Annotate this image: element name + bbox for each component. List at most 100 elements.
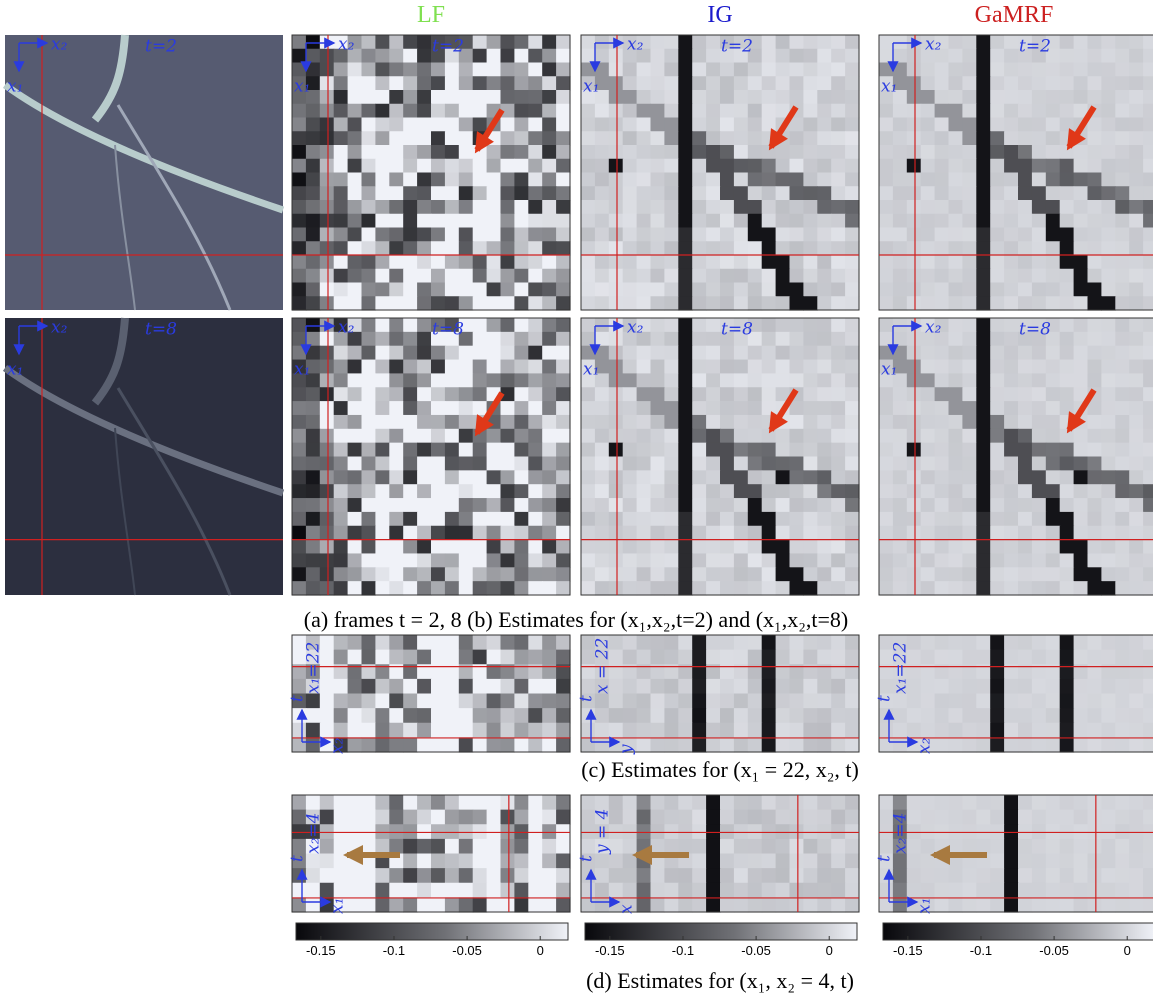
heatmap-cell: [403, 346, 418, 360]
heatmap-cell: [348, 470, 363, 484]
heatmap-cell: [623, 214, 638, 228]
heatmap-cell: [776, 332, 791, 346]
axis-label: x: [617, 904, 637, 914]
heatmap-cell: [528, 553, 543, 567]
heatmap-cell: [362, 131, 377, 145]
heatmap-cell: [817, 283, 832, 297]
heatmap-cell: [487, 723, 502, 738]
heatmap-cell: [623, 540, 638, 554]
heatmap-cell: [320, 567, 335, 581]
heatmap-cell: [1143, 283, 1153, 297]
axis-label: x₂: [51, 318, 68, 338]
heatmap-cell: [306, 296, 321, 310]
heatmap-cell: [692, 470, 707, 484]
heatmap-cell: [1143, 241, 1153, 255]
heatmap-cell: [734, 63, 749, 77]
heatmap-cell: [921, 104, 936, 118]
heatmap-cell: [678, 581, 693, 595]
heatmap-cell: [692, 186, 707, 200]
heatmap-cell: [306, 269, 321, 283]
heatmap-cell: [1115, 200, 1130, 214]
heatmap-cell: [907, 63, 922, 77]
heatmap-cell: [734, 429, 749, 443]
heatmap-cell: [389, 737, 404, 752]
heatmap-cell: [417, 737, 432, 752]
heatmap-cell: [776, 228, 791, 242]
heatmap-cell: [334, 159, 349, 173]
heatmap-cell: [949, 581, 964, 595]
heatmap-cell: [1129, 708, 1144, 723]
heatmap-cell: [1101, 118, 1116, 132]
heatmap-cell: [1101, 708, 1116, 723]
heatmap-cell: [976, 883, 991, 898]
heatmap-cell: [637, 581, 652, 595]
heatmap-cell: [389, 708, 404, 723]
heatmap-cell: [921, 708, 936, 723]
heatmap-cell: [1088, 159, 1103, 173]
heatmap-cell: [362, 346, 377, 360]
heatmap-cell: [334, 241, 349, 255]
heatmap-cell: [845, 723, 860, 738]
heatmap-cell: [1115, 318, 1130, 332]
heatmap-cell: [651, 214, 666, 228]
heatmap-cell: [678, 415, 693, 429]
heatmap-cell: [389, 332, 404, 346]
heatmap-cell: [473, 581, 488, 595]
heatmap-cell: [664, 200, 679, 214]
heatmap-cell: [790, 283, 805, 297]
heatmap-cell: [678, 241, 693, 255]
heatmap-cell: [320, 443, 335, 457]
heatmap-cell: [664, 694, 679, 709]
heatmap-cell: [692, 255, 707, 269]
heatmap-cell: [375, 90, 390, 104]
heatmap-cell: [320, 795, 335, 810]
heatmap-cell: [389, 635, 404, 650]
heatmap-cell: [817, 897, 832, 912]
heatmap-cell: [1115, 255, 1130, 269]
heatmap-cell: [501, 650, 516, 665]
axis-label: t: [288, 695, 308, 702]
heatmap-cell: [790, 173, 805, 187]
heatmap-cell: [817, 810, 832, 825]
heatmap-cell: [803, 145, 818, 159]
heatmap-cell: [845, 854, 860, 869]
heatmap-cell: [623, 694, 638, 709]
heatmap-cell: [623, 104, 638, 118]
heatmap-cell: [706, 360, 721, 374]
heatmap-cell: [595, 553, 610, 567]
axis-label: x₂: [338, 35, 355, 55]
heatmap-cell: [623, 810, 638, 825]
heatmap-cell: [734, 635, 749, 650]
heatmap-cell: [292, 795, 307, 810]
heatmap-cell: [556, 159, 571, 173]
heatmap-cell: [762, 104, 777, 118]
heatmap-cell: [776, 897, 791, 912]
column-header: LF: [417, 2, 445, 28]
heatmap-cell: [831, 186, 846, 200]
heatmap-cell: [734, 498, 749, 512]
heatmap-cell: [1088, 296, 1103, 310]
heatmap-cell: [1046, 498, 1061, 512]
heatmap-cell: [431, 429, 446, 443]
heatmap-cell: [403, 512, 418, 526]
heatmap-cell: [720, 296, 735, 310]
heatmap-cell: [417, 457, 432, 471]
heatmap-cell: [907, 346, 922, 360]
heatmap-cell: [1004, 159, 1019, 173]
heatmap-cell: [1115, 104, 1130, 118]
heatmap-cell: [879, 159, 894, 173]
heatmap-cell: [817, 214, 832, 228]
heatmap-cell: [845, 679, 860, 694]
heatmap-cell: [528, 360, 543, 374]
heatmap-cell: [879, 415, 894, 429]
heatmap-cell: [375, 650, 390, 665]
heatmap-cell: [417, 255, 432, 269]
heatmap-cell: [893, 35, 908, 49]
heatmap-cell: [1004, 839, 1019, 854]
heatmap-cell: [375, 795, 390, 810]
heatmap-cell: [1115, 118, 1130, 132]
heatmap-cell: [990, 145, 1005, 159]
heatmap-cell: [445, 708, 460, 723]
heatmap-cell: [623, 145, 638, 159]
heatmap-cell: [990, 839, 1005, 854]
